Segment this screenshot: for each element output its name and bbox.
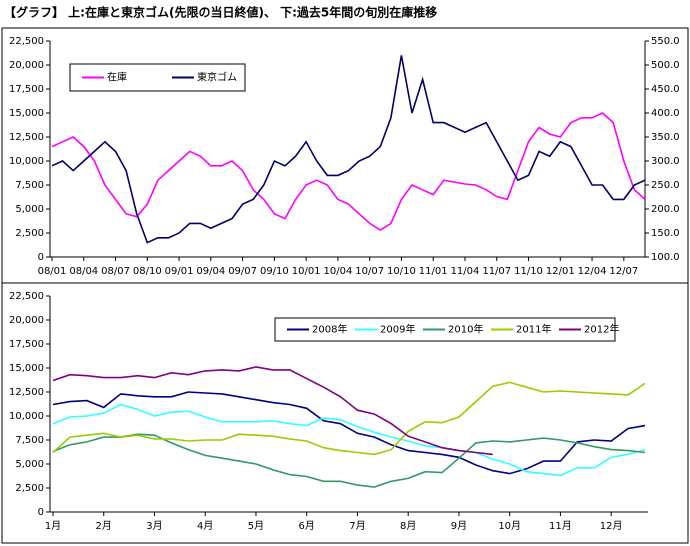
series-line xyxy=(52,433,646,488)
bottom-panel xyxy=(1,282,689,544)
x-tick-label: 10月 xyxy=(498,520,521,532)
x-tick-label: 11/04 xyxy=(451,266,480,277)
y-tick-label: 7,500 xyxy=(15,180,44,191)
y2-tick-label: 200.0 xyxy=(651,204,680,215)
y-tick-label: 0 xyxy=(38,252,44,263)
y-tick-label: 7,500 xyxy=(15,435,44,446)
x-tick-label: 5月 xyxy=(248,520,264,532)
y2-tick-label: 100.0 xyxy=(651,252,680,263)
x-tick-label: 8月 xyxy=(400,520,416,532)
x-tick-label: 12/07 xyxy=(609,266,638,277)
x-tick-label: 09/01 xyxy=(165,266,194,277)
x-tick-label: 08/10 xyxy=(133,266,162,277)
x-tick-label: 9月 xyxy=(451,520,467,532)
y-tick-label: 5,000 xyxy=(15,459,44,470)
x-tick-label: 6月 xyxy=(299,520,315,532)
series-line xyxy=(52,391,646,475)
y2-tick-label: 250.0 xyxy=(651,180,680,191)
y-tick-label: 20,000 xyxy=(9,315,44,326)
legend-label: 東京ゴム xyxy=(197,71,237,84)
y-tick-label: 2,500 xyxy=(15,228,44,239)
series-line xyxy=(51,112,646,232)
y-tick-label: 17,500 xyxy=(9,339,44,350)
x-tick-label: 11/10 xyxy=(514,266,543,277)
x-tick-label: 11/07 xyxy=(482,266,511,277)
legend-label: 2008年 xyxy=(312,323,347,336)
y-tick-label: 0 xyxy=(38,507,44,518)
y2-tick-label: 350.0 xyxy=(651,132,680,143)
legend-label: 在庫 xyxy=(107,71,127,84)
x-tick-label: 12/04 xyxy=(578,266,607,277)
y-tick-label: 15,000 xyxy=(9,363,44,374)
y-tick-label: 20,000 xyxy=(9,60,44,71)
x-tick-label: 11月 xyxy=(549,520,572,532)
x-tick-label: 1月 xyxy=(45,520,61,532)
y-tick-label: 5,000 xyxy=(15,204,44,215)
x-tick-label: 7月 xyxy=(349,520,365,532)
x-tick-label: 4月 xyxy=(197,520,213,532)
x-tick-label: 12月 xyxy=(600,520,623,532)
x-tick-label: 09/04 xyxy=(196,266,225,277)
x-tick-label: 3月 xyxy=(146,520,162,532)
x-tick-label: 11/01 xyxy=(419,266,448,277)
series-line xyxy=(52,366,493,456)
y-tick-label: 15,000 xyxy=(9,108,44,119)
y-tick-label: 2,500 xyxy=(15,483,44,494)
y2-tick-label: 150.0 xyxy=(651,228,680,239)
y-tick-label: 12,500 xyxy=(9,132,44,143)
legend-label: 2012年 xyxy=(584,323,619,336)
x-tick-label: 10/07 xyxy=(355,266,384,277)
x-tick-label: 12/01 xyxy=(546,266,575,277)
x-tick-label: 10/01 xyxy=(292,266,321,277)
x-tick-label: 09/10 xyxy=(260,266,289,277)
y-tick-label: 10,000 xyxy=(9,411,44,422)
y2-tick-label: 500.0 xyxy=(651,60,680,71)
series-line xyxy=(52,403,646,477)
legend-label: 2010年 xyxy=(448,323,483,336)
x-tick-label: 08/01 xyxy=(38,266,67,277)
page-title: 【グラフ】 上:在庫と東京ゴム(先限の当日終値)、 下:過去5年間の旬別在庫推移 xyxy=(4,5,437,20)
y-tick-label: 17,500 xyxy=(9,84,44,95)
y2-tick-label: 550.0 xyxy=(651,36,680,47)
x-tick-label: 10/10 xyxy=(387,266,416,277)
y-tick-label: 10,000 xyxy=(9,156,44,167)
y-tick-label: 22,500 xyxy=(9,36,44,47)
series-line xyxy=(52,381,646,456)
x-tick-label: 2月 xyxy=(96,520,112,532)
x-tick-label: 08/04 xyxy=(69,266,98,277)
y-tick-label: 22,500 xyxy=(9,291,44,302)
series-line xyxy=(51,55,646,244)
y2-tick-label: 300.0 xyxy=(651,156,680,167)
legend-label: 2009年 xyxy=(380,323,415,336)
x-tick-label: 08/07 xyxy=(101,266,130,277)
y2-tick-label: 400.0 xyxy=(651,108,680,119)
x-tick-label: 10/04 xyxy=(323,266,352,277)
y-tick-label: 12,500 xyxy=(9,387,44,398)
x-tick-label: 09/07 xyxy=(228,266,257,277)
legend-label: 2011年 xyxy=(516,323,551,336)
y2-tick-label: 450.0 xyxy=(651,84,680,95)
